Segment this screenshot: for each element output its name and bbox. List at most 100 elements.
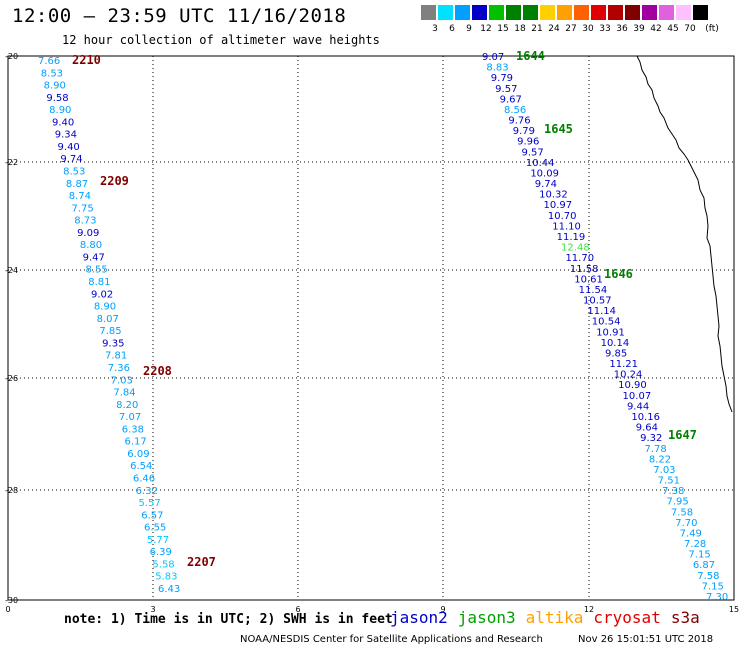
wave-height-value: 12.48 xyxy=(561,243,590,254)
wave-height-value: 5.83 xyxy=(155,572,177,583)
wave-height-value: 5.57 xyxy=(138,498,160,509)
wave-height-value: 11.70 xyxy=(565,253,594,264)
legend-label: 21 xyxy=(531,24,543,34)
wave-height-value: 9.34 xyxy=(55,130,77,141)
wave-height-value: 7.49 xyxy=(680,528,702,539)
legend-swatch xyxy=(574,5,589,20)
y-tick-label: -22 xyxy=(5,158,18,167)
x-tick-label: 9 xyxy=(440,605,445,614)
wave-height-value: 9.79 xyxy=(513,126,535,137)
wave-height-value: 9.74 xyxy=(60,154,82,165)
wave-height-value: 7.66 xyxy=(38,56,60,67)
legend-label: 15 xyxy=(497,24,509,34)
legend-swatch xyxy=(608,5,623,20)
wave-height-value: 7.58 xyxy=(697,571,719,582)
wave-height-value: 8.83 xyxy=(486,63,508,74)
track-labels: 2210 2209 2208 2207 1644 1645 1646 1647 xyxy=(72,49,697,569)
wave-height-value: 6.17 xyxy=(125,437,147,448)
legend-label: 12 xyxy=(480,24,492,34)
wave-height-value: 7.51 xyxy=(658,476,680,487)
legend-unit: (ft) xyxy=(705,24,719,34)
legend-label: 36 xyxy=(616,24,628,34)
track-label: 1646 xyxy=(604,267,633,281)
wave-height-value: 9.02 xyxy=(91,289,113,300)
legend-swatch xyxy=(676,5,691,20)
wave-height-value: 9.47 xyxy=(83,252,105,263)
wave-height-value: 8.73 xyxy=(74,216,96,227)
wave-height-value: 8.56 xyxy=(504,105,526,116)
wave-height-value: 8.20 xyxy=(116,400,138,411)
x-tick-label: 3 xyxy=(150,605,155,614)
wave-height-value: 8.07 xyxy=(97,314,119,325)
legend-swatch xyxy=(523,5,538,20)
wave-height-value: 10.44 xyxy=(526,158,555,169)
wave-height-value: 10.07 xyxy=(623,391,652,402)
legend-swatch xyxy=(438,5,453,20)
wave-height-values: 7.668.538.909.588.909.409.349.409.748.53… xyxy=(38,52,728,603)
wave-height-value: 11.14 xyxy=(587,306,616,317)
track-label: 1645 xyxy=(544,122,573,136)
wave-height-value: 7.28 xyxy=(684,539,706,550)
wave-height-value: 10.32 xyxy=(539,190,568,201)
wave-height-value: 11.19 xyxy=(557,232,586,243)
legend-swatch xyxy=(591,5,606,20)
legend-swatch xyxy=(489,5,504,20)
satellite-key-item: jason3 xyxy=(457,608,516,627)
legend-label: 42 xyxy=(650,24,662,34)
wave-height-value: 7.36 xyxy=(108,363,130,374)
wave-height-value: 9.07 xyxy=(482,52,504,63)
legend-label: 6 xyxy=(449,24,455,34)
wave-height-value: 7.15 xyxy=(688,550,710,561)
wave-height-value: 10.16 xyxy=(631,412,660,423)
wave-height-value: 10.09 xyxy=(530,168,559,179)
wave-height-value: 9.35 xyxy=(102,338,124,349)
generated-timestamp: Nov 26 15:01:51 UTC 2018 xyxy=(578,634,714,645)
wave-height-value: 8.81 xyxy=(88,277,110,288)
wave-height-value: 10.91 xyxy=(596,327,625,338)
y-tick-label: -28 xyxy=(5,486,18,495)
wave-height-value: 7.85 xyxy=(99,326,121,337)
satellite-key-item: jason2 xyxy=(390,608,448,627)
legend-swatch xyxy=(625,5,640,20)
wave-height-value: 9.44 xyxy=(627,401,649,412)
map-grid xyxy=(7,55,735,601)
legend-label: 70 xyxy=(684,24,696,34)
wave-height-value: 8.53 xyxy=(63,167,85,178)
wave-height-value: 7.84 xyxy=(113,388,135,399)
y-tick-label: -24 xyxy=(5,266,18,275)
satellite-key-item: altika xyxy=(525,608,584,627)
wave-height-value: 9.40 xyxy=(58,142,80,153)
wave-height-value: 7.70 xyxy=(675,518,697,529)
wave-height-value: 6.38 xyxy=(122,424,144,435)
wave-height-value: 10.97 xyxy=(543,200,572,211)
legend-swatch xyxy=(421,5,436,20)
legend-swatch xyxy=(506,5,521,20)
map-title: 12:00 — 23:59 UTC 11/16/2018 xyxy=(12,5,347,27)
wave-height-value: 10.54 xyxy=(592,317,621,328)
track-label: 2209 xyxy=(100,174,129,188)
wave-height-value: 11.54 xyxy=(579,285,608,296)
legend-swatch xyxy=(659,5,674,20)
wave-height-value: 8.90 xyxy=(44,81,66,92)
coastline xyxy=(636,55,733,413)
legend-label: 24 xyxy=(548,24,560,34)
wave-height-value: 6.54 xyxy=(130,461,152,472)
wave-height-value: 5.77 xyxy=(147,535,169,546)
wave-height-value: 10.24 xyxy=(614,370,643,381)
wave-height-value: 7.30 xyxy=(706,592,728,603)
wave-height-value: 9.96 xyxy=(517,137,539,148)
wave-height-value: 5.58 xyxy=(152,559,174,570)
legend-swatch xyxy=(693,5,708,20)
satellite-key-item: cryosat xyxy=(593,608,661,627)
y-tick-label: -20 xyxy=(5,52,18,61)
wave-height-value: 8.74 xyxy=(69,191,91,202)
wave-height-value: 7.03 xyxy=(653,465,675,476)
legend-swatch xyxy=(540,5,555,20)
legend-label: 45 xyxy=(667,24,679,34)
wave-height-value: 7.07 xyxy=(119,412,141,423)
wave-height-value: 11.21 xyxy=(609,359,638,370)
legend-label: 27 xyxy=(565,24,577,34)
wave-height-value: 8.80 xyxy=(80,240,102,251)
legend-swatch xyxy=(455,5,470,20)
